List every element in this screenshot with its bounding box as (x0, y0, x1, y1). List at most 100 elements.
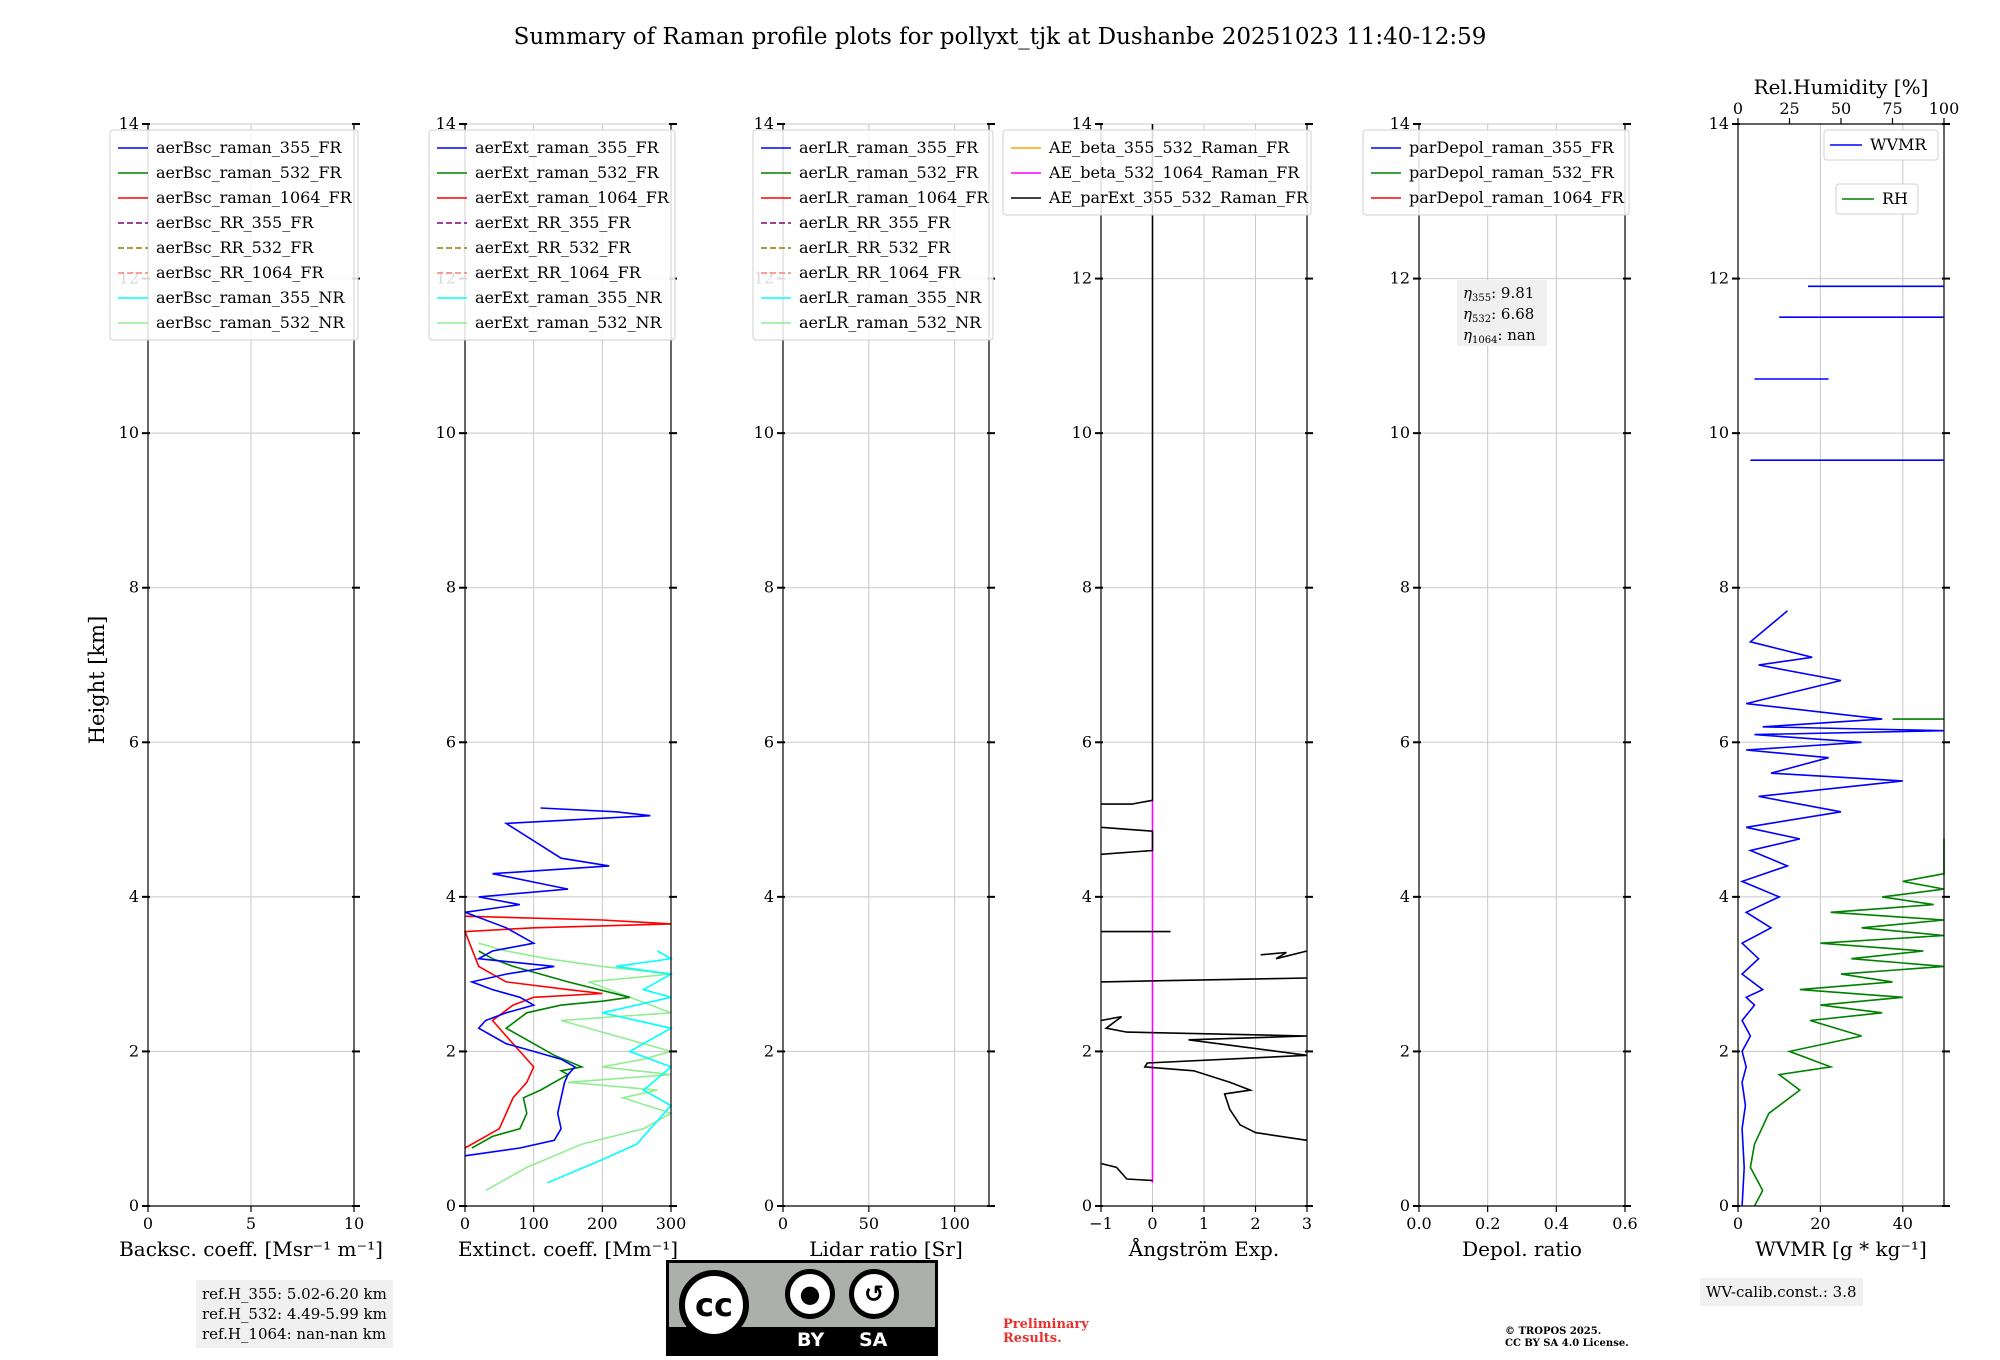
cc-by-label: BY (797, 1329, 825, 1351)
legend-label: aerLR_raman_532_NR (799, 313, 982, 332)
legend-label: aerBsc_raman_355_FR (156, 138, 342, 157)
legend-label: RH (1882, 189, 1908, 208)
legend-label: AE_parExt_355_532_Raman_FR (1048, 188, 1309, 207)
series-line-ae-6 (1100, 1015, 1308, 1142)
x-tick-label: 100 (518, 1214, 549, 1233)
y-tick-label: 12 (1072, 269, 1092, 288)
x-tick-label: 100 (939, 1214, 970, 1233)
preliminary-line-2: Results. (1003, 1331, 1062, 1346)
y-tick-label: 4 (1719, 887, 1729, 906)
y-tick-label: 4 (764, 887, 774, 906)
legend-ext: aerExt_raman_355_FR aerExt_raman_532_FRae… (428, 129, 676, 341)
y-tick-label: 6 (446, 732, 456, 751)
legend-label: aerExt_raman_1064_FR (475, 188, 670, 207)
x-tick-label: 0 (1147, 1214, 1157, 1233)
series-line-ae-4 (1260, 950, 1308, 960)
legend-ae: AE_beta_355_532_Raman_FR AE_beta_532_1064… (1002, 129, 1312, 216)
legend-label: aerLR_RR_355_FR (799, 213, 951, 232)
y-tick-label: 12 (1709, 269, 1729, 288)
y-tick-label: 10 (1072, 423, 1092, 442)
top-x-tick-label: 100 (1929, 99, 1960, 118)
legend-label: aerBsc_raman_532_NR (156, 313, 345, 332)
legend-label: aerExt_raman_532_NR (475, 313, 663, 332)
y-axis-label: Height [km] (85, 616, 109, 745)
x-axis-label-lr: Lidar ratio [Sr] (809, 1237, 963, 1261)
cc-sa-label: SA (859, 1329, 888, 1351)
y-tick-label: 6 (1400, 732, 1410, 751)
x-tick-label: 0 (778, 1214, 788, 1233)
y-tick-label: 2 (1400, 1041, 1410, 1060)
y-tick-label: 8 (446, 578, 456, 597)
x-axis-label-ae: Ångström Exp. (1128, 1236, 1279, 1261)
legend-entry: WVMR (1823, 129, 1939, 161)
legend-label: aerExt_RR_1064_FR (475, 263, 642, 282)
y-tick-label: 8 (129, 578, 139, 597)
top-x-tick-label: 25 (1779, 99, 1799, 118)
y-tick-label: 0 (129, 1196, 139, 1215)
series-line-ext-4 (464, 807, 651, 1157)
x-axis-label-wvmr: WVMR [g * kg⁻¹] (1755, 1237, 1927, 1261)
legend-label: aerLR_raman_355_NR (799, 288, 982, 307)
ref-height-532: ref.H_532: 4.49-5.99 km (202, 1305, 387, 1323)
x-tick-label: 2 (1250, 1214, 1260, 1233)
y-tick-label: 0 (1082, 1196, 1092, 1215)
x-tick-label: 20 (1810, 1214, 1830, 1233)
legend-entry: RH (1835, 183, 1919, 215)
legend-label: aerExt_RR_355_FR (475, 213, 632, 232)
y-tick-label: 8 (1719, 578, 1729, 597)
y-tick-label: 0 (1400, 1196, 1410, 1215)
legend-box (1823, 129, 1939, 161)
x-tick-label: 0 (460, 1214, 470, 1233)
y-tick-label: 4 (129, 887, 139, 906)
top-x-tick-label: 75 (1882, 99, 1902, 118)
panel-lr: 02468101214050100Lidar ratio [Sr]aerLR_r… (752, 114, 995, 1261)
series-line-ae-7 (1100, 1162, 1153, 1182)
reference-height-box: ref.H_355: 5.02-6.20 km ref.H_532: 4.49-… (196, 1280, 393, 1348)
legend-bsc: aerBsc_raman_355_FR aerBsc_raman_532_FRae… (109, 129, 359, 341)
x-tick-label: 0.4 (1544, 1214, 1569, 1233)
legend-frame (752, 129, 994, 341)
legend-depol: parDepol_raman_355_FR parDepol_raman_532_… (1362, 129, 1630, 216)
series-line-ext-3 (463, 915, 672, 1149)
x-tick-label: 0 (143, 1214, 153, 1233)
y-tick-label: 10 (754, 423, 774, 442)
y-tick-label: 4 (1082, 887, 1092, 906)
y-tick-label: 0 (1719, 1196, 1729, 1215)
series-line-ae-5 (1100, 977, 1308, 983)
legend-label: parDepol_raman_532_FR (1409, 163, 1615, 182)
series-line-ext-2 (471, 950, 630, 1149)
panel-bsc: 024681012140510Backsc. coeff. [Msr⁻¹ m⁻¹… (109, 114, 383, 1261)
x-tick-label: 1 (1199, 1214, 1209, 1233)
legend-box (1835, 183, 1919, 215)
legend-label: AE_beta_355_532_Raman_FR (1048, 138, 1290, 157)
legend-frame (428, 129, 676, 341)
share-alike-icon: ↺ (849, 1269, 899, 1319)
cc-by-sa-badge[interactable]: cc ● ↺ BY SA (666, 1260, 938, 1356)
x-tick-label: 3 (1302, 1214, 1312, 1233)
y-tick-label: 2 (1082, 1041, 1092, 1060)
ref-height-1064: ref.H_1064: nan-nan km (202, 1325, 387, 1343)
y-tick-label: 14 (436, 114, 456, 133)
panels: 024681012140510Backsc. coeff. [Msr⁻¹ m⁻¹… (109, 75, 1960, 1261)
y-tick-label: 6 (1082, 732, 1092, 751)
y-tick-label: 2 (1719, 1041, 1729, 1060)
panel-depol: 0 2 4 6 8 10 12 14 0.0 0.2 0.4 0.6 Depol. ratio parDe… (1362, 114, 1638, 1261)
y-tick-label: 2 (129, 1041, 139, 1060)
y-tick-label: 14 (754, 114, 774, 133)
legend-label: aerExt_raman_355_NR (475, 288, 663, 307)
series-line-ext-1 (547, 950, 674, 1184)
x-tick-label: −1 (1089, 1214, 1113, 1233)
preliminary-line-1: Preliminary (1003, 1317, 1089, 1332)
series-line-wvmr-2 (1739, 610, 1945, 1207)
legend-label: aerExt_raman_532_FR (475, 163, 660, 182)
copyright-line-2: CC BY SA 4.0 License. (1505, 1338, 1629, 1349)
y-tick-label: 4 (446, 887, 456, 906)
legend-frame (109, 129, 359, 341)
y-tick-label: 0 (764, 1196, 774, 1215)
wv-calibration-box: WV-calib.const.: 3.8 (1700, 1278, 1863, 1306)
x-tick-label: 0.0 (1406, 1214, 1431, 1233)
depol-annotation: η355: 9.81 (1463, 284, 1534, 304)
